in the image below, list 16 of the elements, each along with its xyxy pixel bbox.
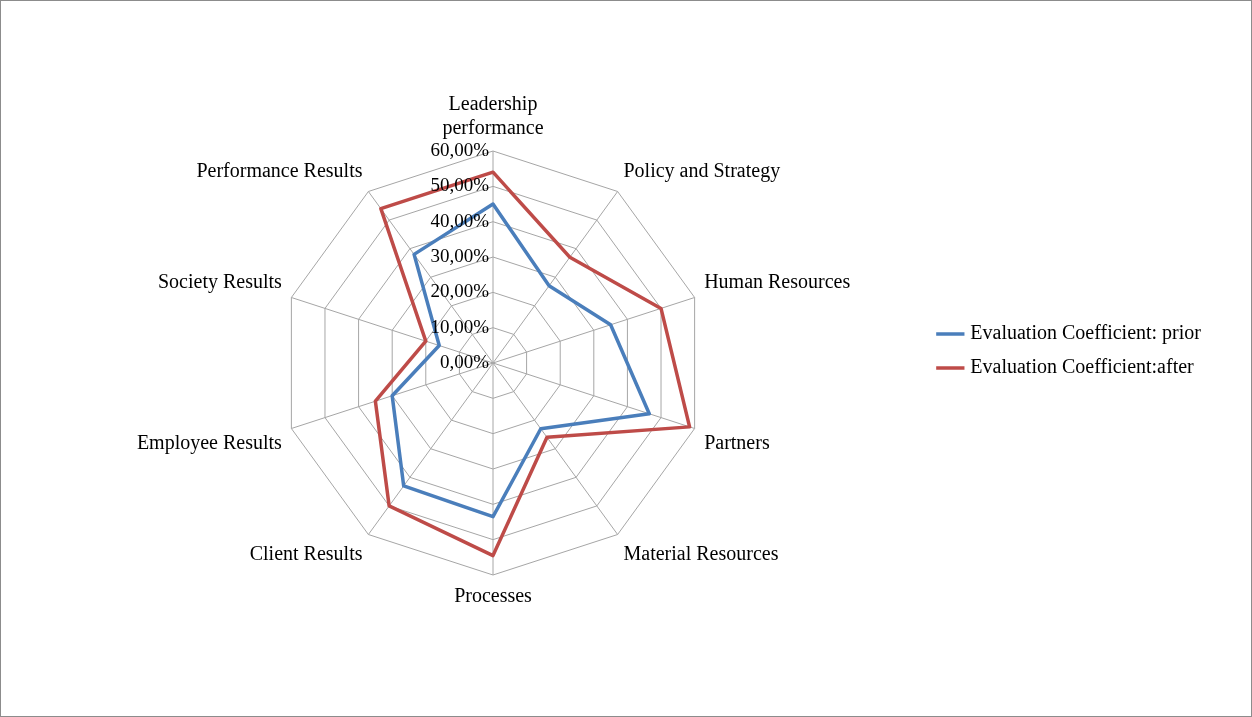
spoke-label: Processes — [454, 584, 533, 607]
spoke-label: Client Results — [249, 541, 363, 564]
legend-label: Evaluation Coefficient: prior — [970, 321, 1202, 345]
legend-label: Evaluation Coefficient:after — [970, 355, 1195, 378]
spoke-label: Partners — [704, 430, 770, 453]
spoke-label: Policy and Strategy — [623, 158, 781, 182]
spoke-label: Employee Results — [136, 430, 283, 454]
spoke-label: Material Resources — [623, 541, 779, 564]
y-tick-label: 30,00% — [430, 244, 490, 266]
spoke-label: Leadership performance — [442, 92, 544, 140]
spoke-label: Performance Results — [196, 158, 363, 181]
y-tick-label: 0,00% — [439, 350, 490, 372]
spoke-label: Society Results — [157, 269, 283, 293]
y-tick-label: 60,00% — [430, 138, 490, 160]
spoke-label: Human Resources — [704, 269, 851, 292]
y-tick-label: 20,00% — [430, 280, 490, 302]
